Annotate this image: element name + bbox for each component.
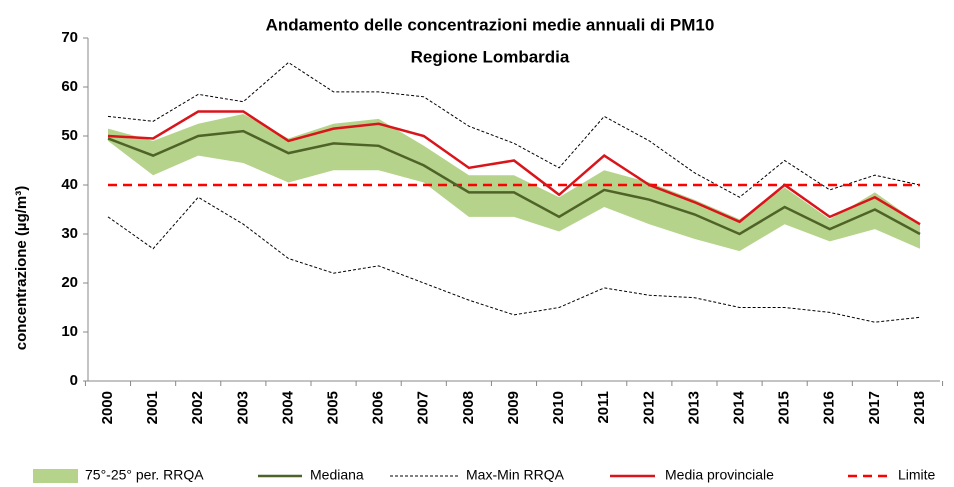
chart-title: Andamento delle concentrazioni medie ann…: [266, 15, 715, 34]
x-tick-label: 2005: [325, 391, 342, 424]
legend-label: 75°-25° per. RRQA: [85, 467, 204, 483]
x-tick-label: 2011: [595, 391, 612, 424]
x-tick-label: 2000: [99, 391, 116, 424]
legend-label: Limite: [898, 467, 936, 483]
legend-swatch: [33, 469, 78, 483]
x-tick-label: 2016: [821, 391, 838, 424]
x-tick-label: 2010: [550, 391, 567, 424]
x-tick-label: 2001: [144, 391, 161, 424]
x-tick-label: 2014: [731, 390, 748, 424]
range-line: [107, 196, 921, 323]
legend-label: Max-Min RRQA: [466, 467, 565, 483]
x-tick-label: 2012: [640, 391, 657, 424]
y-tick-label: 60: [61, 78, 78, 95]
y-tick-label: 0: [70, 372, 78, 389]
x-tick-label: 2002: [189, 391, 206, 424]
y-tick-label: 50: [61, 127, 78, 144]
x-tick-label: 2013: [685, 391, 702, 424]
x-tick-label: 2007: [415, 391, 432, 424]
x-tick-label: 2018: [911, 391, 928, 424]
chart-subtitle: Regione Lombardia: [411, 47, 570, 66]
x-tick-label: 2009: [505, 391, 522, 424]
series-line: [107, 129, 921, 236]
percentile-band: [108, 113, 920, 252]
x-tick-label: 2004: [279, 390, 296, 424]
x-tick-label: 2008: [460, 391, 477, 424]
legend-label: Mediana: [310, 467, 364, 483]
x-tick-label: 2003: [234, 391, 251, 424]
y-tick-label: 30: [61, 225, 78, 242]
x-tick-label: 2017: [866, 391, 883, 424]
y-tick-label: 10: [61, 323, 78, 340]
y-axis-label: concentrazione (µg/m³): [13, 186, 30, 351]
x-tick-label: 2015: [776, 391, 793, 424]
legend-label: Media provinciale: [665, 467, 774, 483]
y-tick-label: 40: [61, 176, 78, 193]
series-line: [107, 110, 921, 226]
x-tick-label: 2006: [370, 391, 387, 424]
range-line: [107, 61, 921, 198]
y-tick-label: 70: [61, 29, 78, 46]
y-tick-label: 20: [61, 274, 78, 291]
